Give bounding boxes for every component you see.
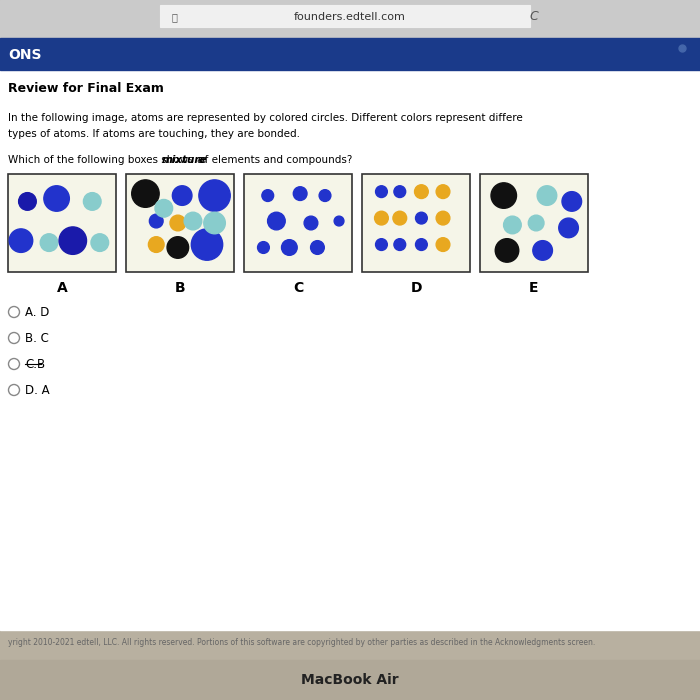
Circle shape xyxy=(148,237,164,253)
Circle shape xyxy=(374,211,388,225)
Text: B: B xyxy=(175,281,186,295)
Circle shape xyxy=(559,218,578,238)
Text: of elements and compounds?: of elements and compounds? xyxy=(195,155,353,165)
Circle shape xyxy=(204,212,225,234)
Text: types of atoms. If atoms are touching, they are bonded.: types of atoms. If atoms are touching, t… xyxy=(8,129,300,139)
Circle shape xyxy=(436,185,450,199)
Circle shape xyxy=(304,216,318,230)
Bar xyxy=(362,174,470,272)
Circle shape xyxy=(416,239,427,251)
Text: Which of the following boxes shows a: Which of the following boxes shows a xyxy=(8,155,206,165)
Circle shape xyxy=(495,239,519,262)
Circle shape xyxy=(40,234,58,251)
Circle shape xyxy=(491,183,517,209)
Circle shape xyxy=(394,239,406,251)
Circle shape xyxy=(562,192,582,211)
Circle shape xyxy=(9,229,33,253)
Circle shape xyxy=(184,212,202,230)
Text: D. A: D. A xyxy=(25,384,50,396)
Circle shape xyxy=(533,241,552,260)
Circle shape xyxy=(393,211,407,225)
Circle shape xyxy=(416,212,427,224)
Bar xyxy=(244,174,352,272)
Text: B. C: B. C xyxy=(25,332,49,344)
Text: A: A xyxy=(57,281,67,295)
Circle shape xyxy=(8,307,20,318)
Circle shape xyxy=(394,186,406,197)
Circle shape xyxy=(376,186,387,197)
Text: ONS: ONS xyxy=(8,48,41,62)
Text: 🔒: 🔒 xyxy=(172,12,178,22)
Circle shape xyxy=(267,212,285,230)
Circle shape xyxy=(8,358,20,370)
Circle shape xyxy=(19,193,36,210)
Bar xyxy=(160,5,530,27)
Circle shape xyxy=(311,241,324,254)
Bar xyxy=(126,174,234,272)
Bar xyxy=(0,660,700,700)
Circle shape xyxy=(170,215,186,231)
Circle shape xyxy=(319,190,331,202)
Circle shape xyxy=(91,234,108,251)
Text: A. D: A. D xyxy=(25,305,50,318)
Circle shape xyxy=(537,186,556,205)
Circle shape xyxy=(172,186,192,205)
Circle shape xyxy=(155,199,173,217)
Bar xyxy=(0,70,700,630)
Text: C: C xyxy=(530,10,538,24)
Circle shape xyxy=(167,237,188,258)
Bar xyxy=(8,174,116,272)
Bar xyxy=(480,174,588,272)
Text: founders.edtell.com: founders.edtell.com xyxy=(294,12,406,22)
Text: yright 2010-2021 edtell, LLC. All rights reserved. Portions of this software are: yright 2010-2021 edtell, LLC. All rights… xyxy=(8,638,595,647)
Text: E: E xyxy=(529,281,539,295)
Bar xyxy=(0,0,700,38)
Circle shape xyxy=(8,332,20,344)
Circle shape xyxy=(281,239,298,255)
Circle shape xyxy=(436,238,450,251)
Circle shape xyxy=(293,187,307,200)
Text: C.B: C.B xyxy=(25,358,45,370)
Circle shape xyxy=(528,215,544,231)
Circle shape xyxy=(414,185,428,199)
Circle shape xyxy=(44,186,69,211)
Text: C: C xyxy=(293,281,303,295)
Text: MacBook Air: MacBook Air xyxy=(301,673,399,687)
Circle shape xyxy=(132,180,159,207)
Bar xyxy=(0,38,700,70)
Circle shape xyxy=(191,229,223,260)
Text: In the following image, atoms are represented by colored circles. Different colo: In the following image, atoms are repres… xyxy=(8,113,523,123)
Circle shape xyxy=(262,190,274,202)
Text: Review for Final Exam: Review for Final Exam xyxy=(8,81,164,94)
Circle shape xyxy=(59,227,87,254)
Text: D: D xyxy=(410,281,421,295)
Circle shape xyxy=(8,384,20,395)
Circle shape xyxy=(503,216,522,234)
Circle shape xyxy=(83,193,101,210)
Circle shape xyxy=(334,216,344,226)
Text: mixture: mixture xyxy=(162,155,207,165)
Circle shape xyxy=(258,241,270,253)
Circle shape xyxy=(149,214,163,228)
Circle shape xyxy=(376,239,387,251)
Circle shape xyxy=(199,180,230,211)
Circle shape xyxy=(436,211,450,225)
